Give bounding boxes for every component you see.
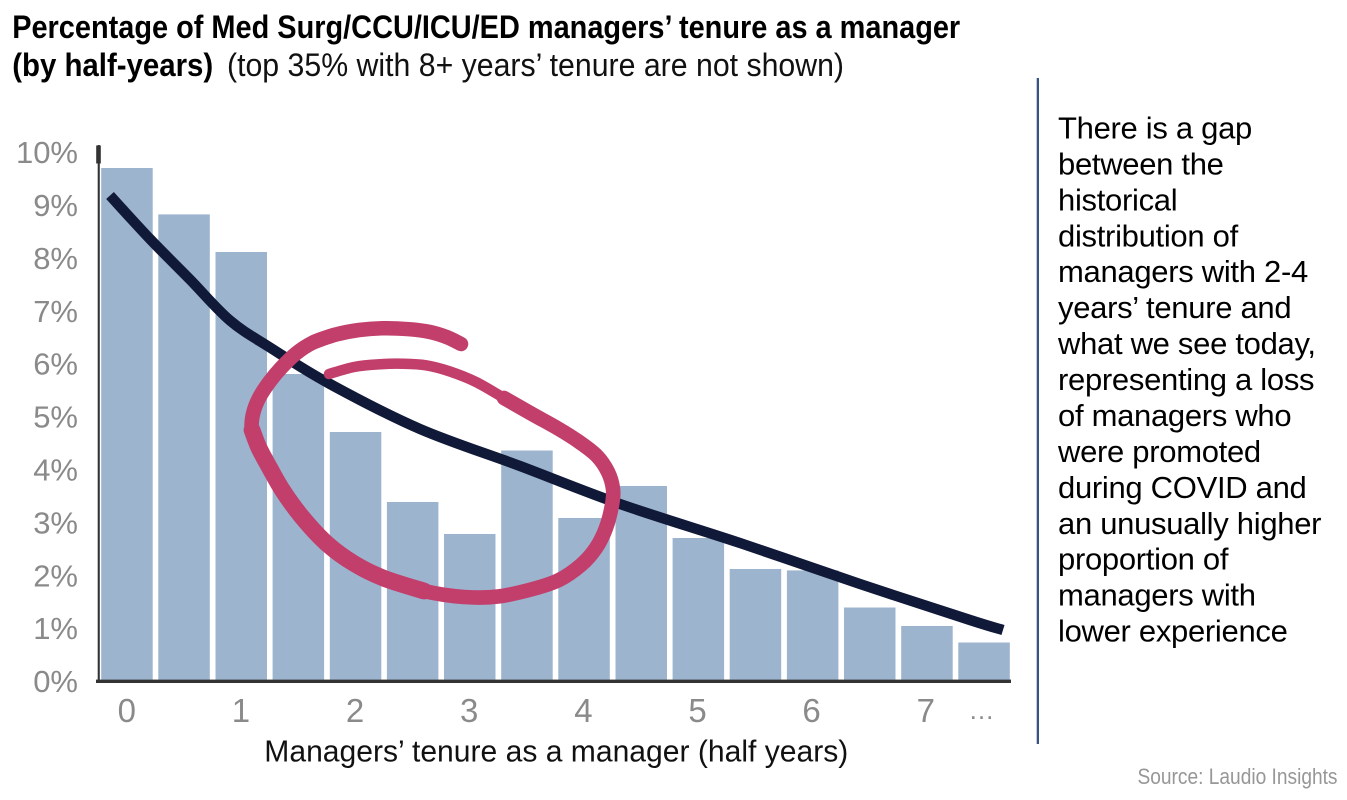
svg-text:proportion of: proportion of — [1058, 542, 1229, 577]
svg-text:managers with 2-4: managers with 2-4 — [1058, 254, 1308, 289]
svg-text:representing a loss: representing a loss — [1058, 362, 1314, 397]
svg-text:6%: 6% — [33, 347, 78, 382]
svg-text:Source: Laudio Insights: Source: Laudio Insights — [1138, 764, 1338, 789]
svg-text:2: 2 — [346, 692, 364, 729]
svg-text:during COVID and: during COVID and — [1058, 470, 1307, 505]
svg-text:Managers’ tenure as a manager: Managers’ tenure as a manager (half year… — [264, 734, 848, 769]
svg-text:5: 5 — [688, 692, 706, 729]
svg-text:4: 4 — [574, 692, 592, 729]
svg-text:between the: between the — [1058, 146, 1224, 181]
svg-text:There is a gap: There is a gap — [1058, 111, 1252, 146]
svg-text:0%: 0% — [33, 664, 78, 699]
svg-text:2%: 2% — [33, 558, 78, 593]
svg-text:5%: 5% — [33, 400, 78, 435]
svg-text:1%: 1% — [33, 611, 78, 646]
svg-text:of managers who: of managers who — [1058, 398, 1291, 433]
svg-text:3: 3 — [460, 692, 478, 729]
svg-text:were promoted: were promoted — [1057, 434, 1261, 469]
svg-text:1: 1 — [232, 692, 250, 729]
svg-text:managers with: managers with — [1058, 578, 1256, 613]
svg-text:7%: 7% — [33, 294, 78, 329]
svg-text:what we see today,: what we see today, — [1057, 326, 1316, 361]
svg-text:10%: 10% — [16, 135, 78, 170]
svg-text:(top 35% with 8+ years’ tenure: (top 35% with 8+ years’ tenure are not s… — [227, 47, 844, 83]
svg-text:lower experience: lower experience — [1058, 614, 1288, 649]
svg-text:…: … — [969, 695, 995, 725]
svg-text:7: 7 — [917, 692, 935, 729]
svg-text:6: 6 — [802, 692, 820, 729]
svg-text:8%: 8% — [33, 241, 78, 276]
svg-text:3%: 3% — [33, 505, 78, 540]
svg-text:years’ tenure and: years’ tenure and — [1058, 290, 1291, 325]
svg-text:Percentage of Med Surg/CCU/ICU: Percentage of Med Surg/CCU/ICU/ED manage… — [12, 9, 960, 45]
svg-text:an unusually higher: an unusually higher — [1058, 506, 1321, 541]
svg-text:4%: 4% — [33, 453, 78, 488]
svg-text:(by half-years): (by half-years) — [12, 47, 213, 83]
svg-text:distribution of: distribution of — [1058, 218, 1239, 253]
svg-text:historical: historical — [1058, 182, 1177, 217]
svg-text:0: 0 — [118, 692, 136, 729]
svg-text:9%: 9% — [33, 188, 78, 223]
